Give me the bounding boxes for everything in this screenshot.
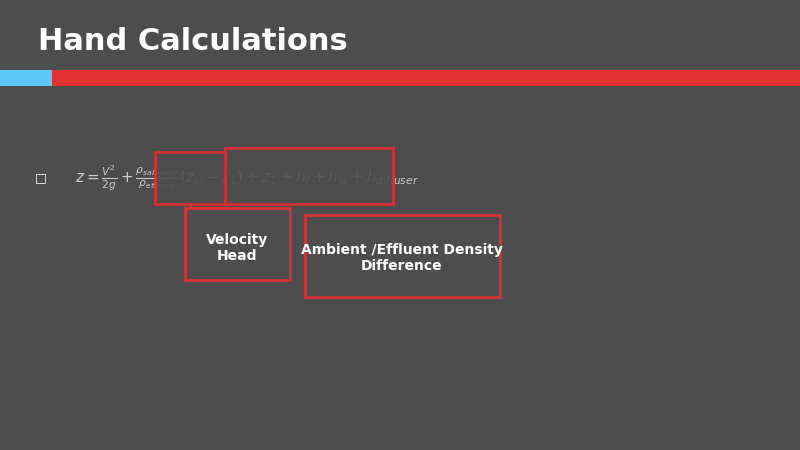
Text: Hand Calculations: Hand Calculations: [38, 27, 348, 57]
Bar: [155, 152, 227, 204]
Bar: [0, 70, 52, 86]
Text: $z = \frac{V^{2}}{2g} + \frac{\rho_{saltwater}}{\rho_{effluent}}(z_{sl} - z_1) +: $z = \frac{V^{2}}{2g} + \frac{\rho_{salt…: [75, 163, 419, 193]
Bar: [185, 208, 290, 280]
Bar: [52, 70, 800, 86]
Bar: [225, 148, 393, 204]
Bar: [305, 215, 500, 297]
Text: Velocity
Head: Velocity Head: [206, 233, 268, 263]
Text: □: □: [35, 171, 46, 184]
Text: Ambient /Effluent Density
Difference: Ambient /Effluent Density Difference: [301, 243, 503, 273]
